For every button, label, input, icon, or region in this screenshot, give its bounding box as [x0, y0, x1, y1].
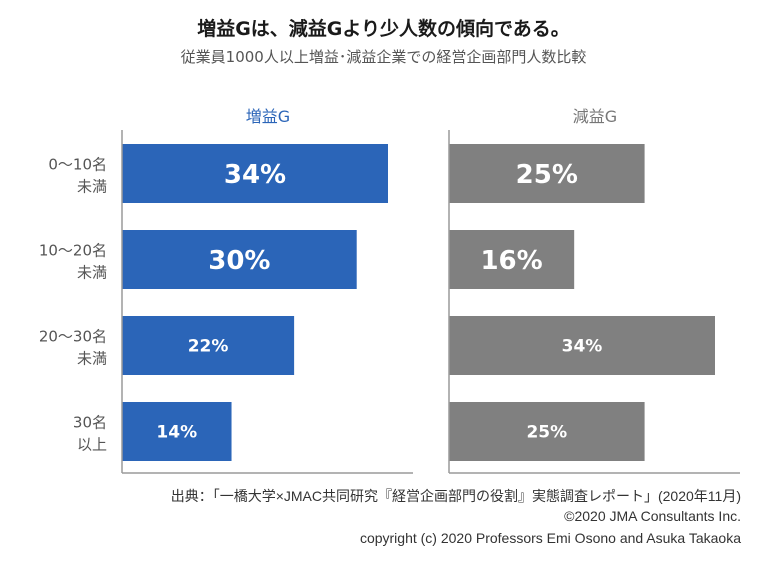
bar: [122, 402, 232, 461]
category-label: 以上: [77, 436, 107, 454]
copyright-professors: copyright (c) 2020 Professors Emi Osono …: [359, 530, 741, 546]
bar: [122, 316, 295, 375]
panel-title-decrease: 減益G: [573, 107, 617, 126]
chart-title: 増益Gは、減益Gより少人数の傾向である。: [197, 18, 570, 40]
category-label: 30名: [73, 414, 107, 432]
category-label: 未満: [77, 350, 107, 368]
category-label: 0～10名: [48, 156, 107, 174]
bar: [122, 144, 388, 203]
bar: [122, 230, 357, 289]
bar-value-label: 14%: [156, 423, 197, 443]
category-label: 未満: [77, 264, 107, 282]
bar-value-label: 22%: [188, 337, 229, 357]
bar: [449, 402, 645, 461]
bar-value-label: 30%: [208, 246, 270, 276]
bar: [449, 230, 575, 289]
bar-value-label: 16%: [480, 246, 542, 276]
source-citation: 出典：「一橋大学×JMAC共同研究『経営企画部門の役割』実態調査レポート」(20…: [170, 488, 741, 504]
panel-title-increase: 増益G: [246, 107, 290, 126]
copyright-jmac: ©2020 JMA Consultants Inc.: [564, 508, 741, 524]
bar-value-label: 25%: [526, 423, 567, 443]
bar: [449, 316, 715, 375]
category-label: 20～30名: [39, 328, 107, 346]
category-label: 10～20名: [39, 242, 107, 260]
chart-subtitle: 従業員1000人以上増益･減益企業での経営企画部門人数比較: [180, 48, 587, 66]
bar-value-label: 25%: [516, 160, 578, 190]
bar-value-label: 34%: [224, 160, 286, 190]
bar-value-label: 34%: [562, 337, 603, 357]
category-label: 未満: [77, 178, 107, 196]
bar: [449, 144, 645, 203]
